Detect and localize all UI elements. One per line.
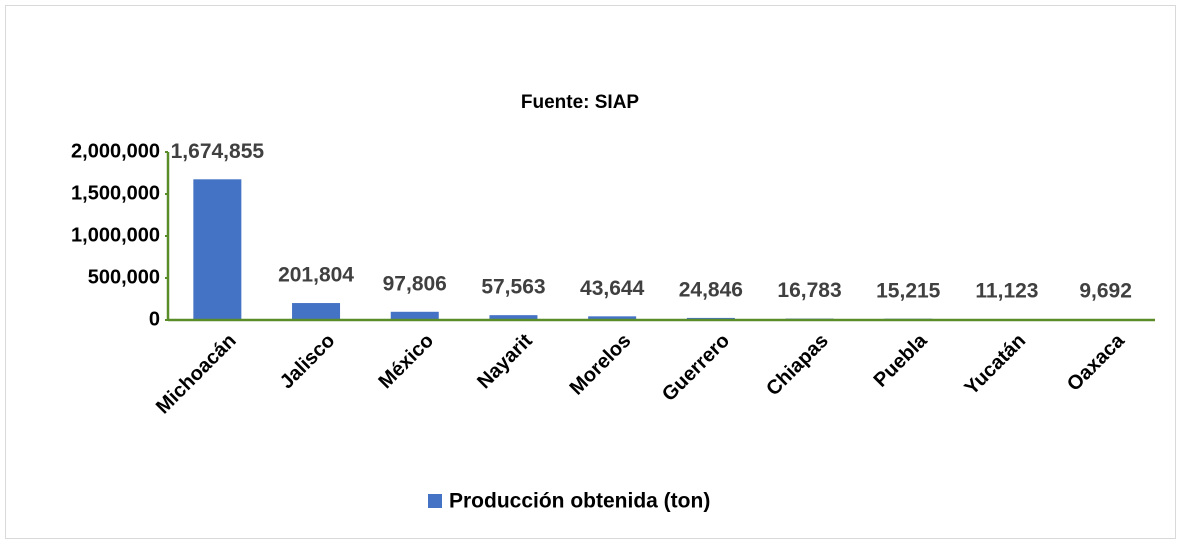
chart-border	[5, 5, 1176, 539]
y-tick-label: 500,000	[88, 266, 160, 288]
legend-label: Producción obtenida (ton)	[449, 490, 710, 513]
chart-title: Fuente: SIAP	[521, 92, 640, 113]
value-label: 201,804	[278, 264, 354, 287]
value-label: 1,674,855	[171, 140, 265, 163]
y-tick-label: 1,000,000	[71, 224, 160, 246]
value-label: 57,563	[481, 276, 545, 299]
value-label: 43,644	[580, 277, 645, 300]
bar	[390, 311, 439, 320]
y-tick-label: 2,000,000	[71, 140, 160, 162]
value-label: 9,692	[1079, 280, 1132, 303]
value-label: 97,806	[383, 272, 447, 295]
bar	[292, 303, 341, 320]
value-label: 16,783	[777, 279, 841, 302]
y-tick-label: 0	[149, 308, 160, 330]
y-tick-label: 1,500,000	[71, 182, 160, 204]
value-label: 24,846	[679, 278, 743, 301]
bar	[193, 179, 242, 320]
legend-swatch	[428, 494, 442, 508]
bar	[489, 315, 538, 320]
value-label: 15,215	[876, 279, 941, 302]
bar	[588, 316, 637, 320]
value-label: 11,123	[975, 280, 1038, 303]
